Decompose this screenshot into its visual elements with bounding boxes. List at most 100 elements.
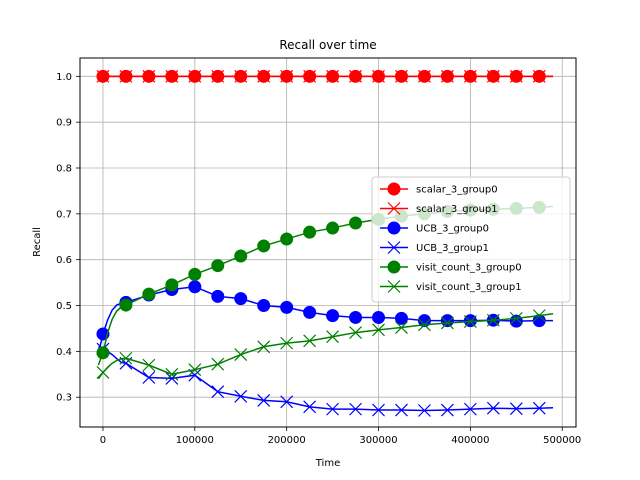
series-scalar_3_group1 [96, 69, 554, 83]
y-tick-label: 0.7 [56, 209, 72, 220]
x-tick-label: 400000 [451, 435, 489, 446]
data-point [509, 69, 523, 83]
y-axis-label: Recall [32, 227, 43, 257]
data-point [165, 69, 179, 83]
data-point [395, 321, 408, 334]
data-point [349, 310, 363, 324]
data-point [532, 401, 546, 415]
legend-label: scalar_3_group0 [416, 185, 498, 196]
data-point [257, 340, 271, 354]
data-point [486, 401, 500, 415]
data-point [486, 313, 500, 327]
x-tick-label: 500000 [543, 435, 581, 446]
data-point [303, 225, 317, 239]
data-point [440, 314, 454, 328]
data-point [418, 404, 431, 417]
x-axis-label: Time [315, 458, 340, 469]
data-point [440, 69, 454, 83]
legend-item: UCB_3_group1 [380, 241, 489, 254]
legend-label: UCB_3_group0 [416, 224, 489, 235]
data-point [463, 402, 477, 416]
data-point [211, 69, 225, 83]
data-point [372, 310, 386, 324]
data-point [303, 305, 317, 319]
legend-marker [387, 280, 401, 293]
data-point [234, 249, 248, 263]
series-line [97, 313, 554, 380]
data-point [372, 69, 385, 83]
data-point [188, 280, 202, 294]
data-point [440, 403, 454, 417]
data-point [142, 287, 156, 301]
legend-marker [387, 202, 401, 215]
data-point [234, 389, 248, 403]
data-point [349, 69, 362, 83]
data-point [211, 385, 225, 399]
data-point [211, 357, 225, 371]
legend-label: UCB_3_group1 [416, 243, 489, 254]
legend-label: visit_count_3_group1 [416, 282, 522, 293]
data-point [372, 323, 385, 337]
legend-label: scalar_3_group1 [416, 204, 498, 215]
data-point [463, 315, 477, 328]
data-point [211, 259, 225, 273]
data-point [532, 309, 546, 323]
x-tick-label: 300000 [359, 435, 397, 446]
data-point [349, 216, 363, 230]
data-point [303, 69, 317, 83]
legend-item: visit_count_3_group0 [380, 260, 522, 274]
legend: scalar_3_group0 scalar_3_group1 UCB_3_grou… [371, 176, 571, 303]
data-point [142, 371, 156, 384]
legend-item: scalar_3_group1 [380, 202, 498, 215]
data-point [418, 318, 431, 332]
chart-title: Recall over time [279, 38, 376, 52]
data-point [349, 326, 362, 339]
series-visit_count_3_group1 [96, 309, 554, 381]
data-point [188, 363, 202, 377]
data-point [326, 330, 340, 344]
data-point [463, 69, 477, 83]
data-point [532, 69, 546, 83]
data-point [188, 267, 202, 281]
data-point [418, 69, 431, 83]
data-point [486, 69, 500, 83]
legend-marker [387, 241, 401, 254]
y-tick-label: 0.4 [56, 347, 72, 358]
data-point [326, 402, 340, 416]
plot-frame [79, 57, 577, 428]
data-point [257, 299, 271, 313]
data-point [165, 278, 179, 292]
data-point [211, 289, 225, 303]
data-point [96, 69, 110, 83]
data-point [440, 316, 454, 330]
data-point [280, 232, 294, 246]
data-point [119, 69, 133, 83]
x-tick-label: 100000 [176, 435, 214, 446]
y-tick-label: 1.0 [56, 72, 72, 83]
data-point [119, 298, 133, 312]
data-point [394, 311, 408, 325]
series-line [98, 346, 554, 412]
data-point [326, 69, 340, 83]
data-point [119, 351, 133, 365]
y-tick-label: 0.8 [56, 164, 72, 175]
data-point [280, 69, 294, 83]
data-point [257, 69, 271, 83]
data-point [349, 402, 362, 416]
data-point [509, 314, 523, 328]
data-point [395, 69, 408, 83]
data-point [372, 403, 385, 417]
data-point [303, 400, 317, 414]
data-point [234, 348, 248, 361]
legend-item: scalar_3_group0 [380, 182, 498, 196]
x-tick-label: 0 [100, 435, 106, 446]
data-point [142, 69, 156, 83]
legend-marker [387, 221, 401, 235]
y-tick-label: 0.9 [56, 118, 72, 129]
data-point [395, 403, 408, 417]
data-point [165, 367, 179, 381]
data-point [142, 358, 156, 372]
y-tick-label: 0.3 [56, 393, 72, 404]
legend-box [371, 176, 571, 303]
data-point [417, 314, 431, 328]
